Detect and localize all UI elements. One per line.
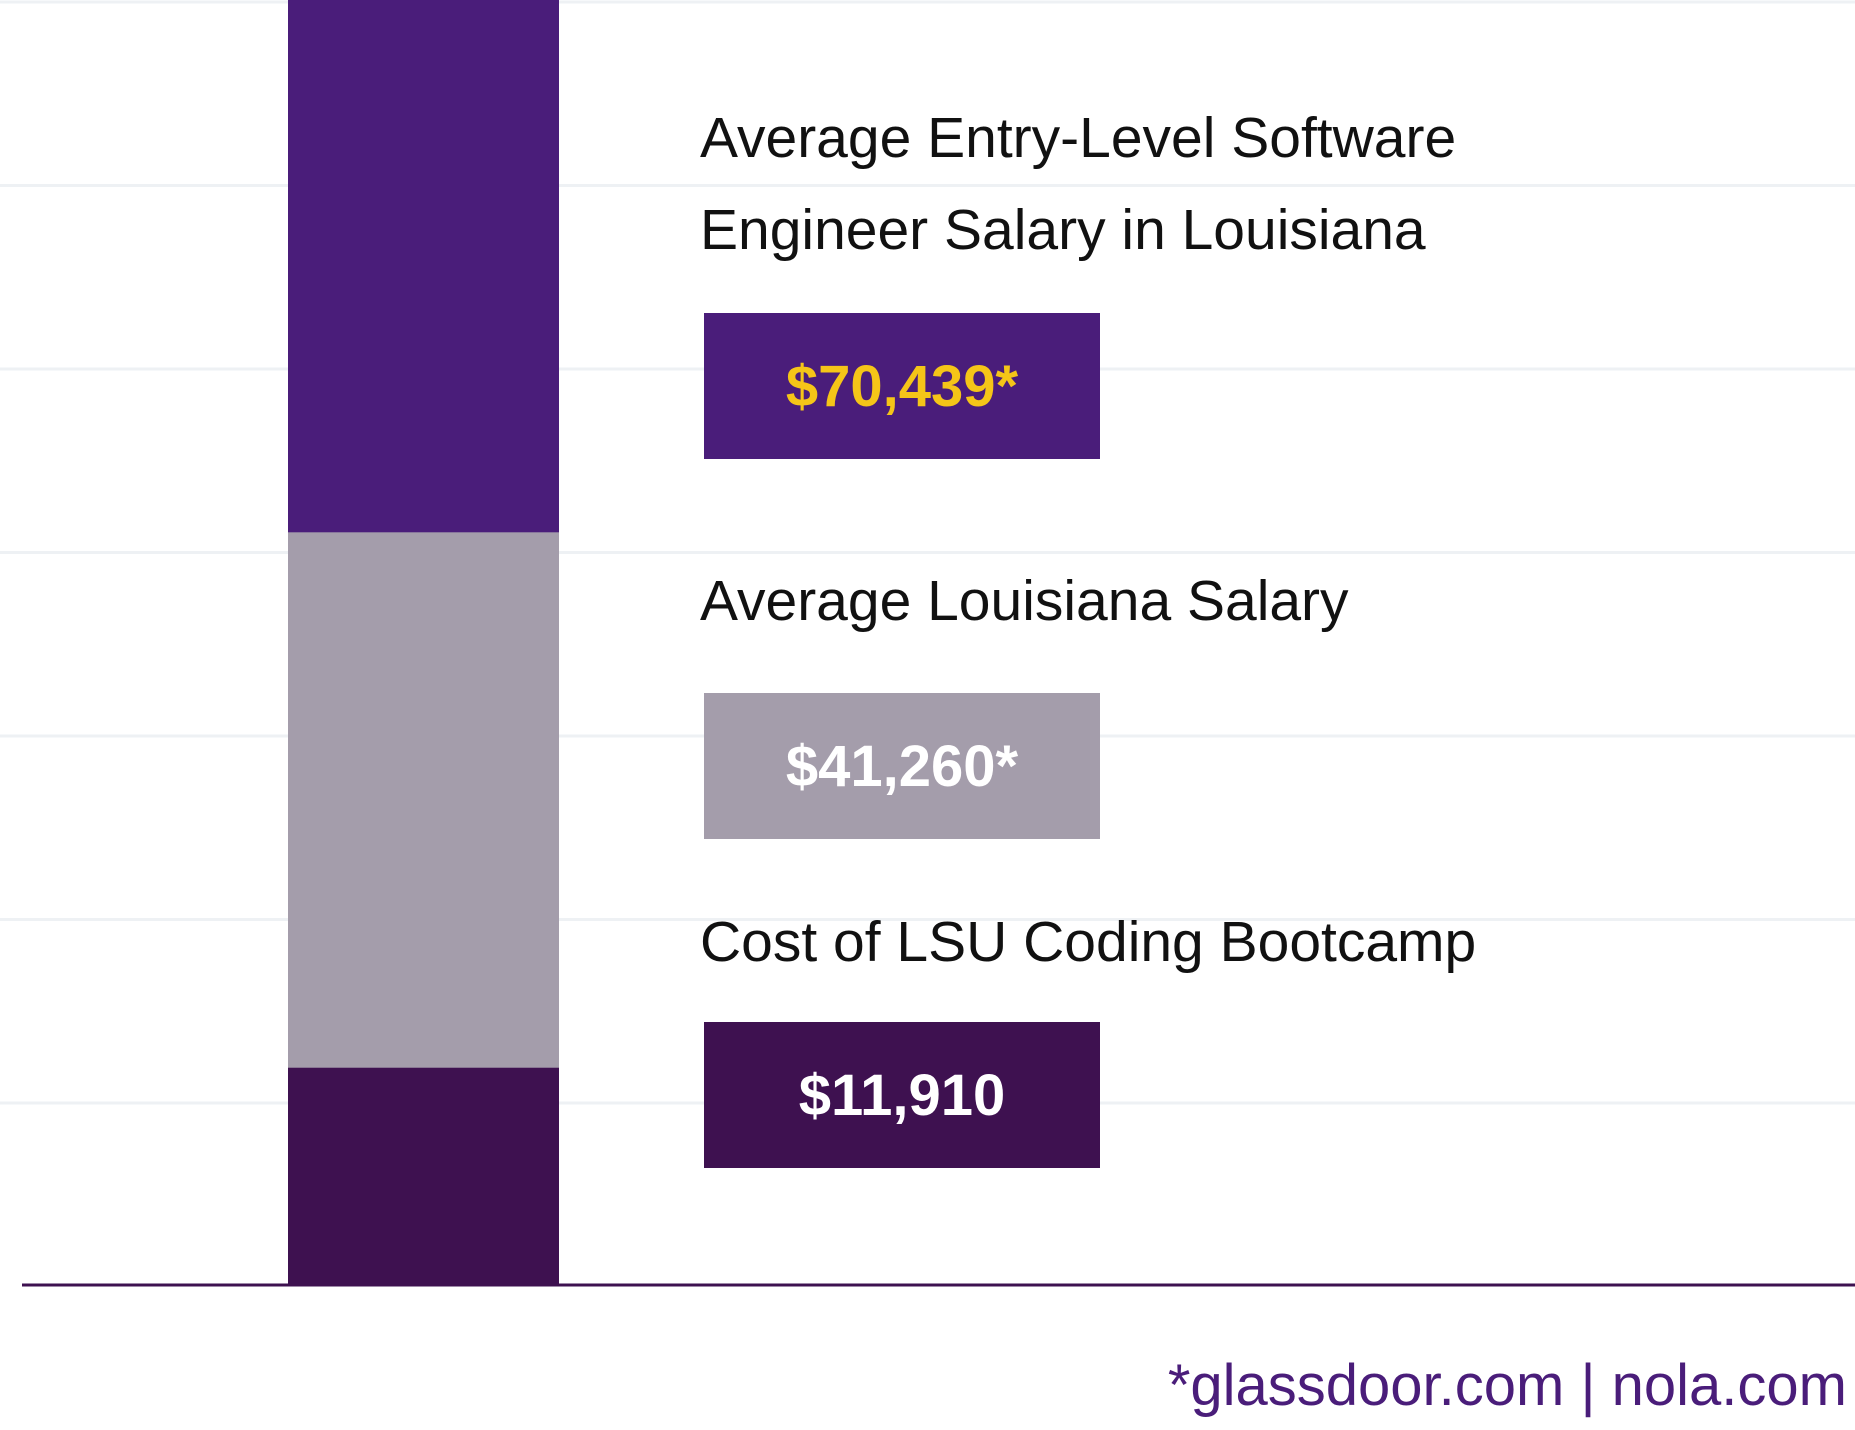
series-label-bootcamp-cost-text: Cost of LSU Coding Bootcamp (700, 910, 1477, 974)
series-label-entry-level-line1: Average Entry-Level Software (700, 106, 1457, 170)
value-badge-average-salary: $41,260* (704, 693, 1100, 839)
value-label-entry-level: $70,439* (785, 353, 1019, 419)
series-label-average-salary: Average Louisiana Salary (700, 555, 1349, 647)
value-badge-entry-level: $70,439* (704, 313, 1100, 459)
bars (288, 0, 559, 1285)
series-label-entry-level: Average Entry-Level Software Engineer Sa… (700, 92, 1456, 276)
series-label-entry-level-line2: Engineer Salary in Louisiana (700, 198, 1426, 262)
value-label-average-salary: $41,260* (785, 733, 1019, 799)
series-label-bootcamp-cost: Cost of LSU Coding Bootcamp (700, 896, 1476, 988)
series-label-average-salary-text: Average Louisiana Salary (700, 569, 1349, 633)
value-label-bootcamp-cost: $11,910 (798, 1062, 1006, 1128)
bar-bootcamp-cost (288, 1067, 559, 1285)
value-badge-bootcamp-cost: $11,910 (704, 1022, 1100, 1168)
source-note: *glassdoor.com | nola.com (1167, 1353, 1847, 1418)
